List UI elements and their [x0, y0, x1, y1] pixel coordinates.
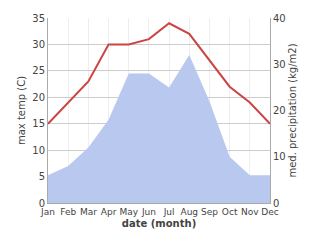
- svg-text:Sep: Sep: [201, 207, 218, 217]
- svg-text:May: May: [119, 207, 138, 217]
- svg-text:25: 25: [32, 65, 45, 76]
- svg-text:30: 30: [273, 59, 286, 70]
- svg-text:15: 15: [32, 118, 45, 129]
- svg-text:date (month): date (month): [122, 218, 196, 229]
- svg-text:med. precipitation (kg/m2): med. precipitation (kg/m2): [287, 43, 298, 177]
- svg-text:35: 35: [32, 13, 45, 24]
- svg-text:Jun: Jun: [141, 207, 156, 217]
- svg-text:Apr: Apr: [101, 207, 117, 217]
- svg-text:Feb: Feb: [60, 207, 76, 217]
- svg-text:20: 20: [32, 92, 45, 103]
- svg-text:30: 30: [32, 39, 45, 50]
- svg-text:0: 0: [39, 198, 45, 209]
- svg-text:Oct: Oct: [222, 207, 238, 217]
- svg-text:Nov: Nov: [241, 207, 259, 217]
- svg-text:0: 0: [273, 198, 279, 209]
- svg-text:10: 10: [273, 151, 286, 162]
- svg-text:10: 10: [32, 145, 45, 156]
- svg-text:Mar: Mar: [80, 207, 97, 217]
- svg-text:20: 20: [273, 105, 286, 116]
- svg-text:Jul: Jul: [163, 207, 175, 217]
- svg-text:max temp (C): max temp (C): [16, 76, 27, 145]
- svg-text:40: 40: [273, 13, 286, 24]
- svg-text:5: 5: [39, 171, 45, 182]
- svg-text:Dec: Dec: [261, 207, 278, 217]
- svg-text:Aug: Aug: [180, 207, 198, 217]
- svg-text:Jan: Jan: [40, 207, 55, 217]
